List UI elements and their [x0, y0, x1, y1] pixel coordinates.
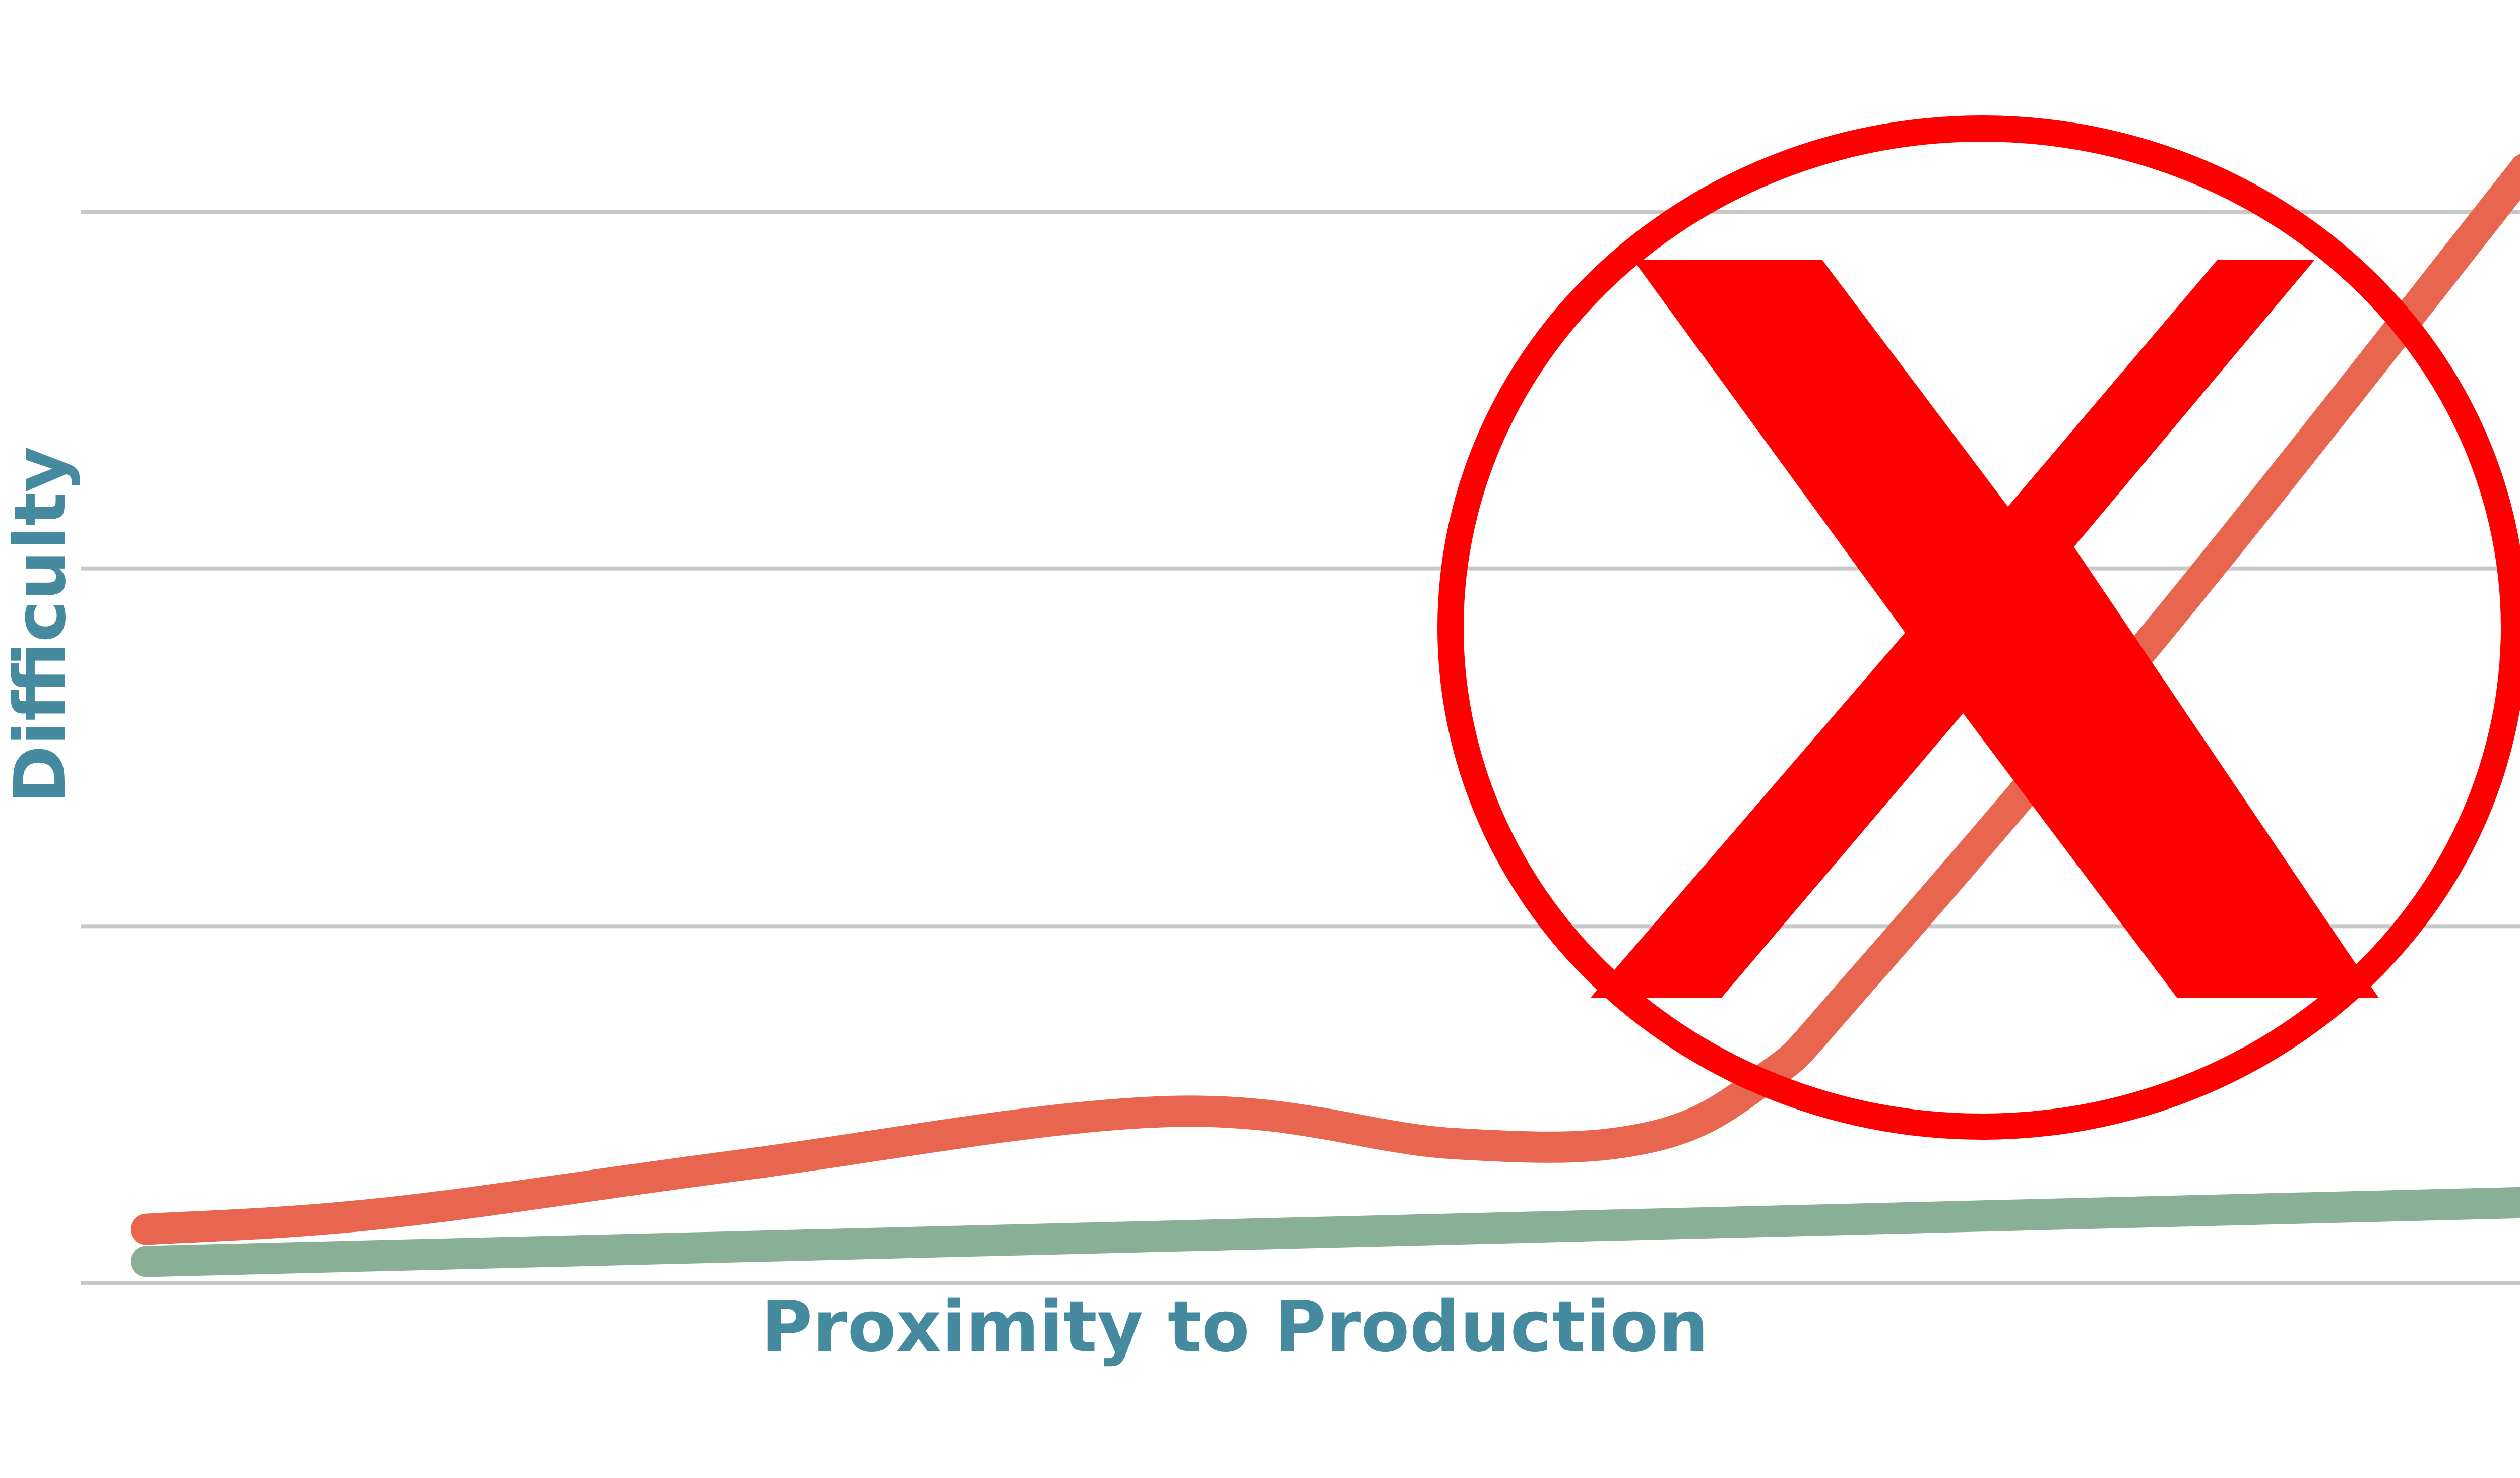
x-axis-label: Proximity to Production	[761, 1286, 1709, 1368]
annotation-x-icon	[1590, 260, 2379, 998]
red-x-circle-icon	[1437, 115, 2520, 1140]
annotation-circle	[1437, 115, 2520, 1140]
y-axis-label: Difficulty	[0, 446, 82, 804]
series-line-2	[131, 1187, 2520, 1277]
